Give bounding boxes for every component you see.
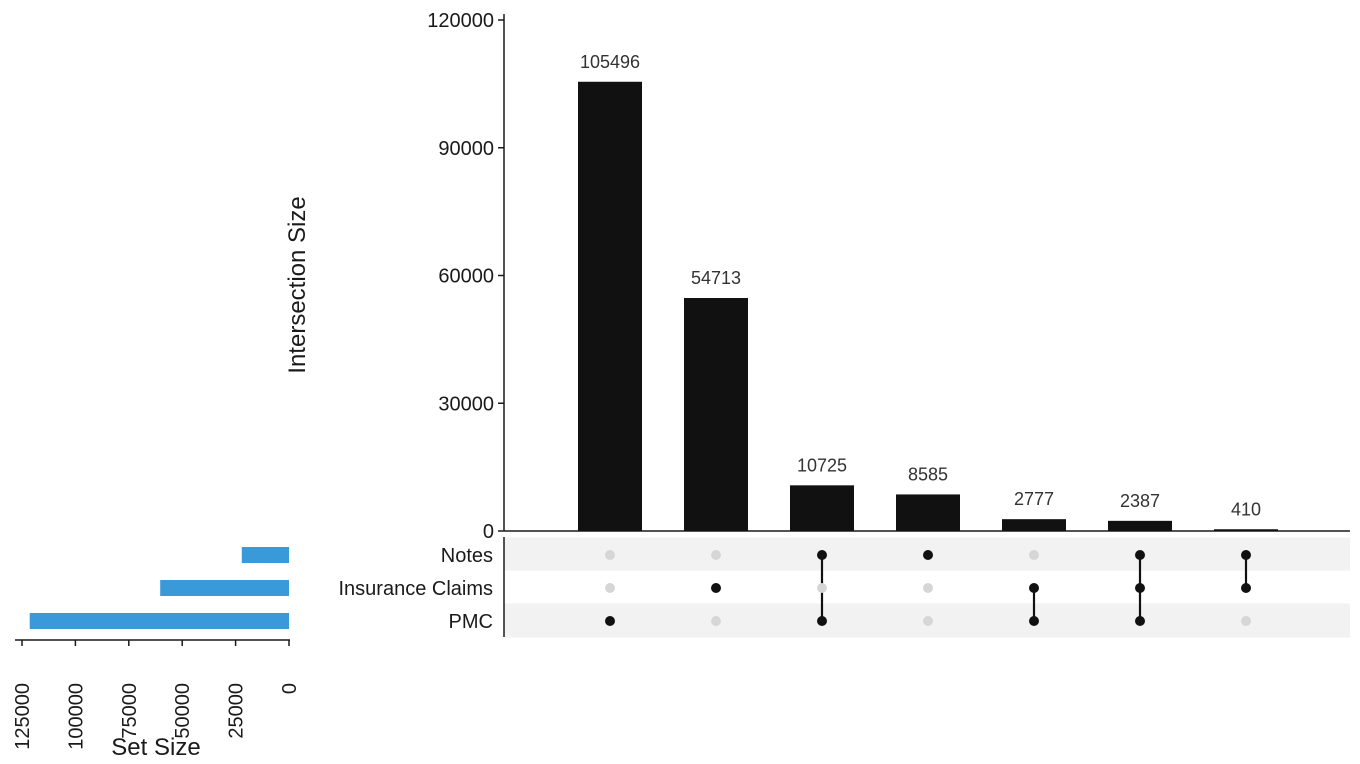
matrix-dot-inactive xyxy=(923,583,933,593)
intersection-bar xyxy=(896,494,960,531)
intersection-bar-label: 10725 xyxy=(797,455,847,475)
set-size-tick-label: 50000 xyxy=(172,683,194,739)
set-size-bar xyxy=(160,580,289,596)
set-size-title: Set Size xyxy=(111,734,200,761)
matrix-dot-inactive xyxy=(711,616,721,626)
y-axis: 0 30000 60000 90000 120000 xyxy=(427,10,1350,543)
set-size-tick-label: 100000 xyxy=(65,683,87,750)
y-axis-title: Intersection Size xyxy=(284,196,311,373)
matrix-dot-inactive xyxy=(605,550,615,560)
matrix-dot-inactive xyxy=(817,583,827,593)
matrix-dot-active xyxy=(1029,616,1039,626)
y-tick-label: 30000 xyxy=(438,393,494,415)
intersection-bar-label: 8585 xyxy=(908,464,948,484)
matrix-dot-inactive xyxy=(605,583,615,593)
matrix-dot-active xyxy=(1135,550,1145,560)
intersection-bar-label: 2777 xyxy=(1014,489,1054,509)
intersection-bars xyxy=(578,81,1278,531)
set-labels: Notes Insurance Claims PMC xyxy=(338,545,493,633)
y-tick-label: 120000 xyxy=(427,10,494,32)
intersection-bar-label: 54713 xyxy=(691,268,741,288)
intersection-bar xyxy=(1002,519,1066,531)
matrix-dot-active xyxy=(1241,550,1251,560)
set-size-tick-label: 0 xyxy=(279,683,301,694)
set-size-bar xyxy=(29,613,289,629)
matrix-dot-active xyxy=(1029,583,1039,593)
set-size-bar xyxy=(241,547,289,563)
intersection-bar-label: 105496 xyxy=(580,52,640,72)
matrix-dot-inactive xyxy=(1241,616,1251,626)
set-size-bars xyxy=(29,547,289,629)
set-label: Notes xyxy=(441,545,493,567)
intersection-bar-labels: 105496 54713 10725 8585 2777 2387 410 xyxy=(580,52,1261,519)
matrix-dot-active xyxy=(923,550,933,560)
y-tick-label: 60000 xyxy=(438,266,494,288)
matrix-dot-active xyxy=(1135,583,1145,593)
intersection-bar xyxy=(684,298,748,531)
set-label: Insurance Claims xyxy=(338,578,493,600)
y-tick-label: 0 xyxy=(483,521,494,543)
matrix-dot-active xyxy=(605,616,615,626)
matrix-dot-active xyxy=(711,583,721,593)
matrix-dot-inactive xyxy=(711,550,721,560)
set-size-axis: 125000 100000 75000 50000 25000 0 xyxy=(12,639,301,750)
set-size-tick-label: 25000 xyxy=(226,683,248,739)
intersection-bar xyxy=(1214,529,1278,531)
matrix-dot-active xyxy=(1135,616,1145,626)
intersection-bar xyxy=(790,485,854,531)
intersection-bar xyxy=(1108,520,1172,531)
y-tick-label: 90000 xyxy=(438,138,494,160)
intersection-bar-label: 2387 xyxy=(1120,491,1160,511)
set-size-tick-label: 125000 xyxy=(12,683,34,750)
set-label: PMC xyxy=(449,611,493,633)
set-size-tick-label: 75000 xyxy=(119,683,141,739)
membership-matrix xyxy=(605,550,1251,626)
matrix-dot-inactive xyxy=(1029,550,1039,560)
intersection-bar xyxy=(578,81,642,531)
matrix-dot-active xyxy=(1241,583,1251,593)
intersection-bar-label: 410 xyxy=(1231,499,1261,519)
matrix-dot-active xyxy=(817,550,827,560)
matrix-dot-active xyxy=(817,616,827,626)
matrix-dot-inactive xyxy=(923,616,933,626)
